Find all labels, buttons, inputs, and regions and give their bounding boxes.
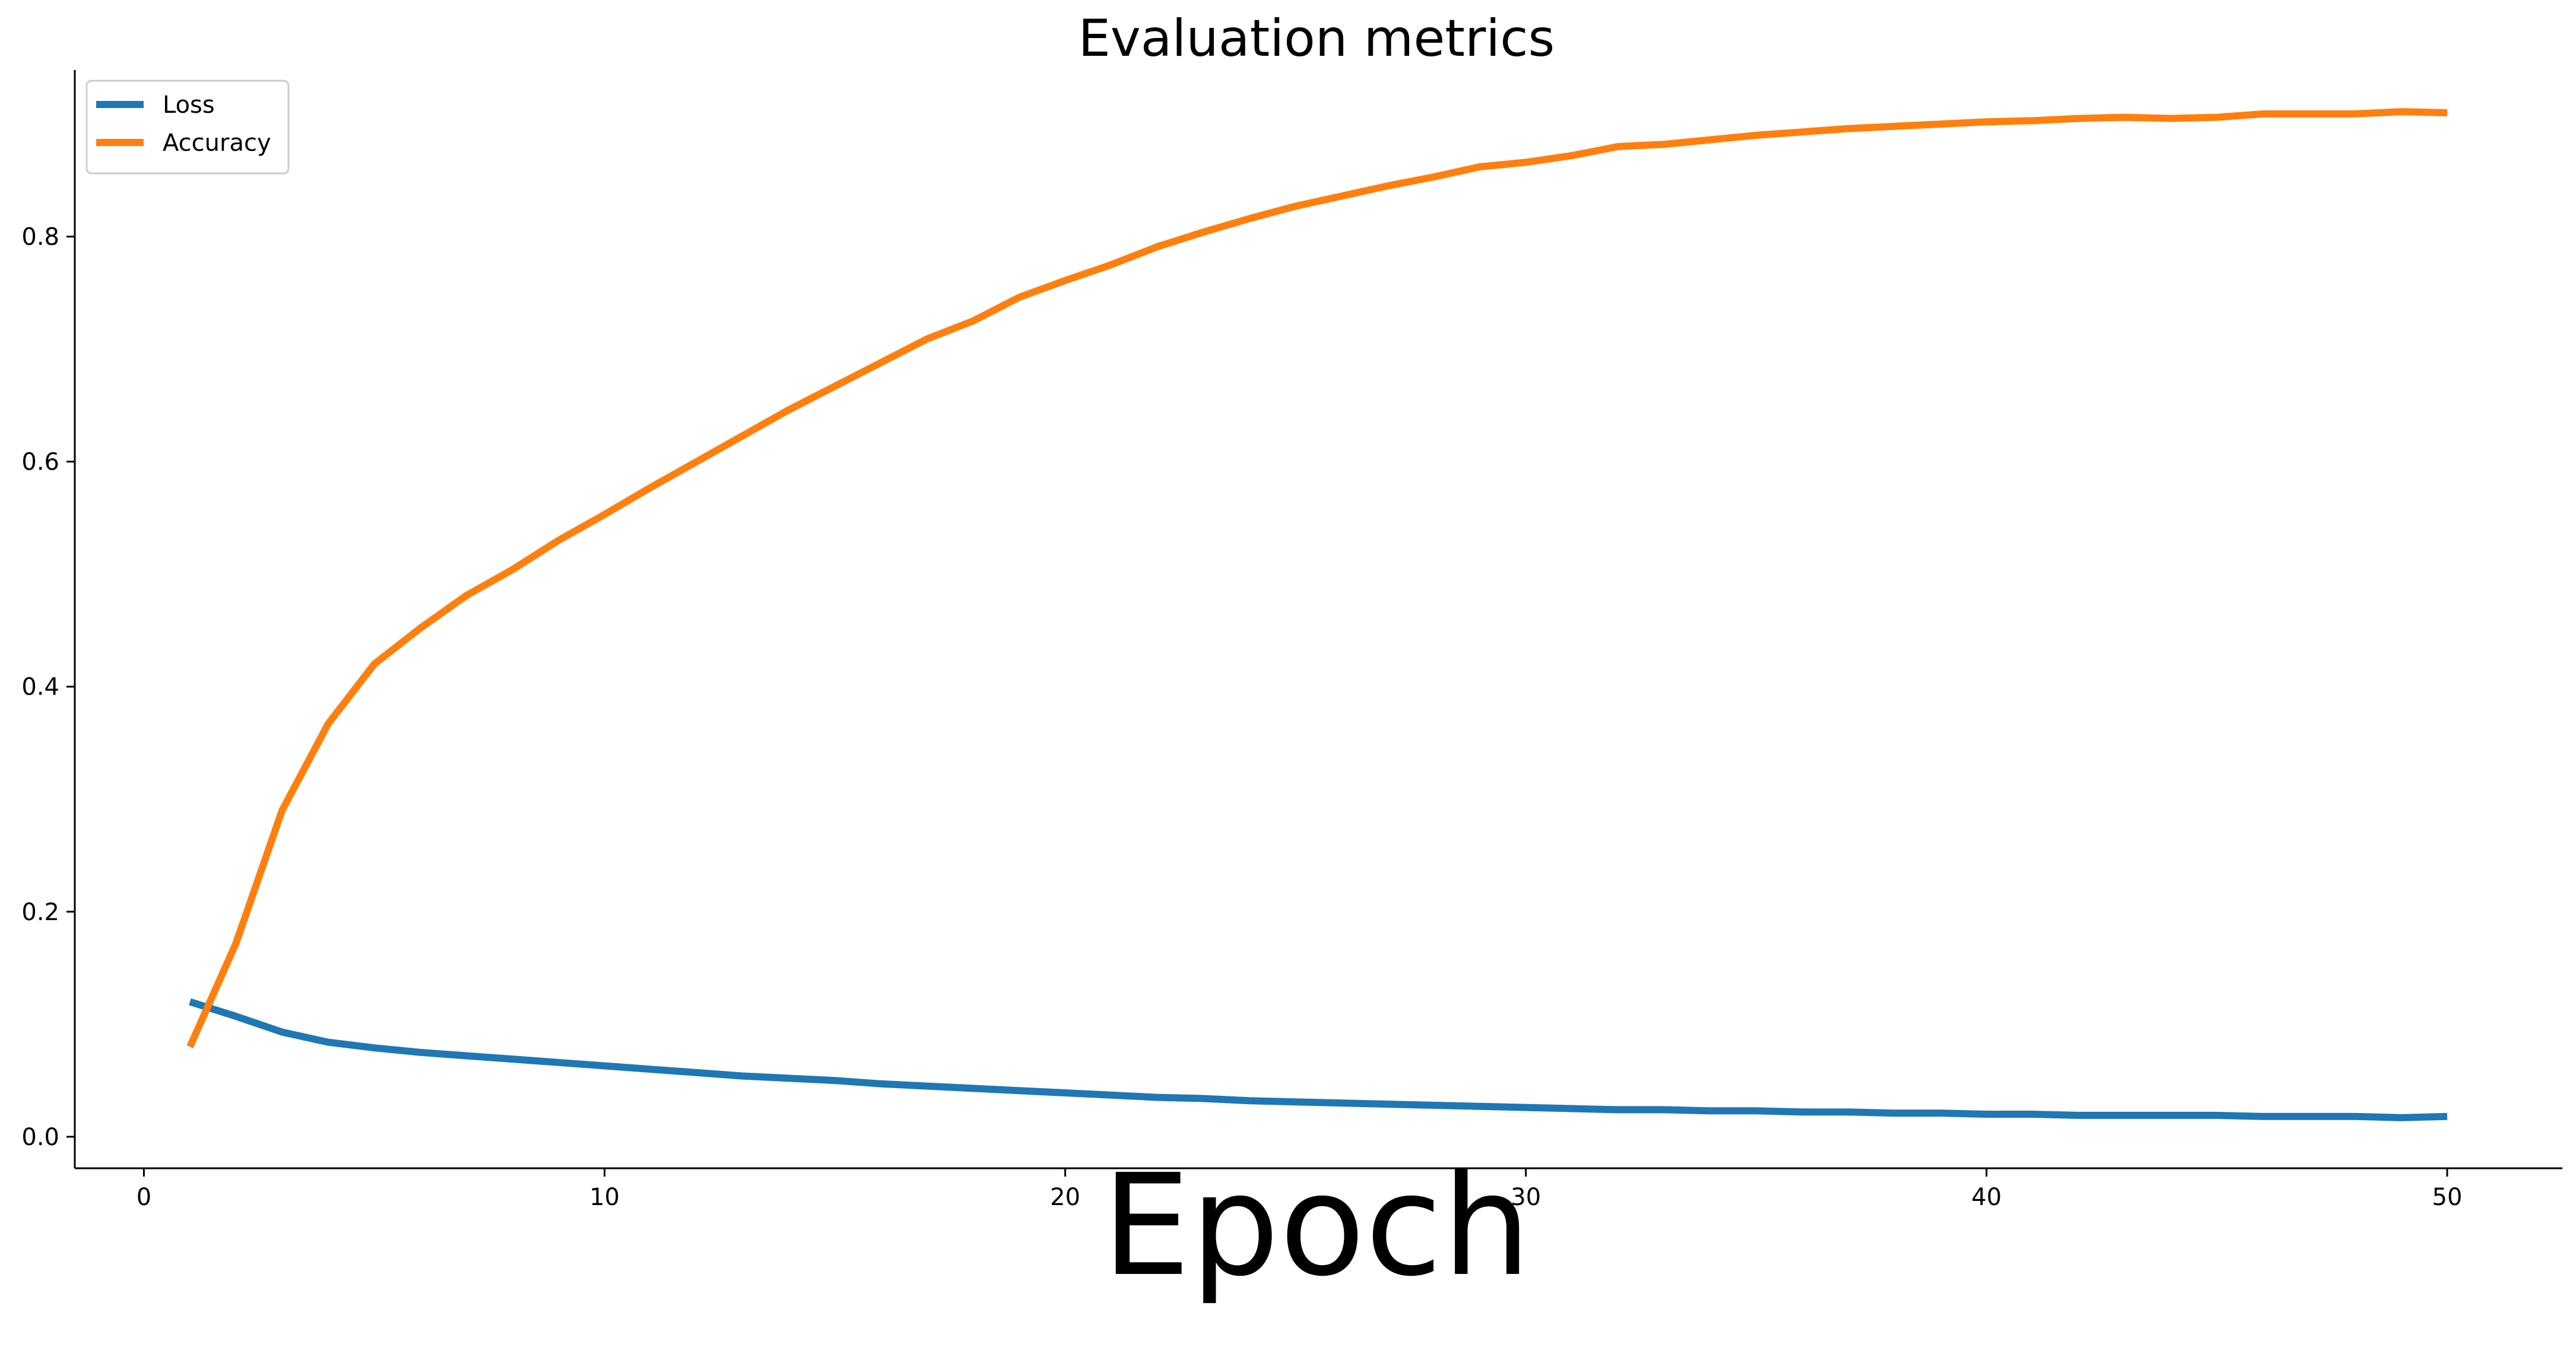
y-tick-label: 0.8 <box>21 224 59 251</box>
x-tick-label: 0 <box>137 1184 151 1211</box>
chart-title: Evaluation metrics <box>1078 9 1555 68</box>
legend-label: Accuracy <box>163 129 271 157</box>
x-tick-label: 50 <box>2432 1184 2463 1211</box>
legend: Loss Accuracy <box>85 80 290 175</box>
series-line-loss <box>189 998 2448 1121</box>
x-tick-label: 30 <box>1511 1184 1541 1211</box>
y-tick-label: 0.0 <box>21 1124 59 1151</box>
x-tick-label: 40 <box>1971 1184 2001 1211</box>
y-tick-label: 0.6 <box>21 449 59 476</box>
legend-label: Loss <box>163 91 215 119</box>
x-axis-label: Epoch <box>1102 1144 1531 1307</box>
y-tick-label: 0.4 <box>21 674 59 701</box>
series-line-accuracy <box>186 108 2448 1048</box>
x-ticks: 0 10 20 30 40 50 <box>137 1168 2463 1211</box>
plot-area <box>186 108 2448 1121</box>
x-tick-label: 10 <box>589 1184 620 1211</box>
y-ticks: 0.0 0.2 0.4 0.6 0.8 <box>21 224 75 1151</box>
x-tick-label: 20 <box>1050 1184 1080 1211</box>
y-tick-label: 0.2 <box>21 899 59 926</box>
